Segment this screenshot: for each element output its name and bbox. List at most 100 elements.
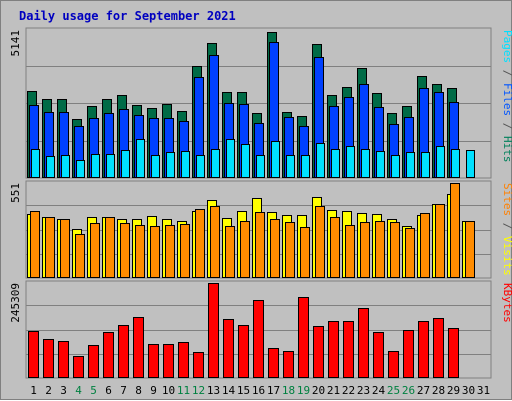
bar-pages-day-6 [106, 154, 115, 178]
bar-sites-day-12 [195, 209, 205, 278]
day-label-23: 23 [357, 384, 370, 397]
legend-entry: / [501, 63, 512, 83]
bar-sites-day-7 [120, 223, 130, 278]
chart-panels: 5141 Pages / Files / Hits 551 Sites / Visit… [9, 27, 512, 379]
bar-pages-day-13 [211, 149, 220, 178]
bar-pages-day-15 [241, 144, 250, 178]
day-axis-labels: 1 2 3 4 5 6 7 8 9 10 11 12 13 14 15 16 17 18 19 20 21 22 23 24 2… [30, 384, 490, 397]
bar-sites-day-11 [180, 224, 190, 278]
bar-kbytes-day-11 [178, 342, 189, 378]
day-label-15: 15 [237, 384, 250, 397]
panel-hits-files-pages: 5141 Pages / Files / Hits [9, 27, 512, 179]
bar-pages-day-7 [121, 150, 130, 178]
bar-pages-day-18 [286, 155, 295, 178]
day-label-31: 31 [477, 384, 490, 397]
bar-pages-day-3 [61, 155, 70, 178]
panel-kbytes: 245309 KBytes [9, 280, 512, 379]
bar-kbytes-day-29 [448, 328, 459, 378]
bar-pages-day-25 [391, 155, 400, 178]
panel-visits-sites: 551 Sites / Visits [9, 180, 512, 279]
bar-pages-day-20 [316, 143, 325, 178]
bar-pages-day-12 [196, 155, 205, 178]
bar-pages-day-23 [361, 149, 370, 178]
bar-kbytes-day-16 [253, 300, 264, 378]
day-label-11: 11 [177, 384, 190, 397]
day-label-12: 12 [192, 384, 205, 397]
series-legend: Sites / Visits [501, 183, 512, 276]
day-label-13: 13 [207, 384, 220, 397]
bar-pages-day-4 [76, 160, 85, 178]
day-label-18: 18 [282, 384, 295, 397]
bar-pages-day-9 [151, 155, 160, 178]
bar-sites-day-25 [390, 222, 400, 278]
legend-entry: Files [501, 83, 512, 116]
bar-pages-day-28 [436, 146, 445, 178]
bar-sites-day-21 [330, 217, 340, 278]
day-label-16: 16 [252, 384, 265, 397]
series-legend: KBytes [501, 283, 512, 323]
bar-pages-day-14 [226, 139, 235, 178]
day-label-5: 5 [90, 384, 97, 397]
bar-sites-day-1 [30, 211, 40, 278]
legend-entry: Sites [501, 183, 512, 216]
bar-sites-day-10 [165, 225, 175, 278]
day-label-2: 2 [45, 384, 52, 397]
bar-sites-day-16 [255, 212, 265, 278]
day-label-26: 26 [402, 384, 415, 397]
bar-sites-day-9 [150, 226, 160, 278]
day-label-24: 24 [372, 384, 386, 397]
bar-kbytes-day-3 [58, 341, 69, 378]
bar-kbytes-day-24 [373, 332, 384, 378]
bar-kbytes-day-2 [43, 339, 54, 378]
bar-kbytes-day-8 [133, 317, 144, 378]
bar-kbytes-day-26 [403, 330, 414, 378]
day-label-9: 9 [150, 384, 157, 397]
day-label-20: 20 [312, 384, 325, 397]
bar-kbytes-day-6 [103, 332, 114, 378]
bar-kbytes-day-4 [73, 356, 84, 378]
bar-sites-day-3 [60, 219, 70, 278]
bars-kbytes [28, 283, 459, 378]
bar-kbytes-day-14 [223, 319, 234, 378]
bar-kbytes-day-19 [298, 297, 309, 378]
bars-hits-files-pages [27, 32, 475, 178]
bar-kbytes-day-17 [268, 348, 279, 378]
bar-pages-day-17 [271, 141, 280, 178]
bar-sites-day-23 [360, 222, 370, 278]
day-label-19: 19 [297, 384, 310, 397]
bar-sites-day-28 [435, 204, 445, 278]
bar-pages-day-30 [466, 150, 475, 178]
day-label-27: 27 [417, 384, 430, 397]
bar-sites-day-29 [450, 183, 460, 278]
bar-kbytes-day-1 [28, 331, 39, 378]
legend-entry: / [501, 216, 512, 236]
bar-pages-day-5 [91, 154, 100, 178]
day-label-7: 7 [120, 384, 127, 397]
bar-pages-day-2 [46, 156, 55, 178]
bars-visits-sites [27, 183, 475, 278]
legend-entry: Hits [501, 136, 512, 163]
bar-kbytes-day-12 [193, 352, 204, 378]
bar-sites-day-30 [465, 221, 475, 278]
day-label-4: 4 [75, 384, 82, 397]
bar-pages-day-10 [166, 152, 175, 178]
bar-pages-day-27 [421, 152, 430, 178]
bar-sites-day-2 [45, 217, 55, 278]
y-max-label: 5141 [9, 30, 22, 57]
bar-sites-day-24 [375, 221, 385, 278]
day-label-30: 30 [462, 384, 475, 397]
day-label-17: 17 [267, 384, 280, 397]
y-max-label: 551 [9, 183, 22, 203]
day-label-29: 29 [447, 384, 460, 397]
bar-kbytes-day-23 [358, 308, 369, 378]
bar-sites-day-17 [270, 219, 280, 278]
bar-sites-day-15 [240, 221, 250, 278]
bar-kbytes-day-13 [208, 283, 219, 378]
legend-entry: / [501, 116, 512, 136]
legend-entry: Visits [501, 236, 512, 276]
day-label-28: 28 [432, 384, 445, 397]
bar-kbytes-day-20 [313, 326, 324, 378]
bar-kbytes-day-21 [328, 321, 339, 378]
bar-sites-day-27 [420, 213, 430, 278]
chart-title: Daily usage for September 2021 [19, 9, 236, 23]
